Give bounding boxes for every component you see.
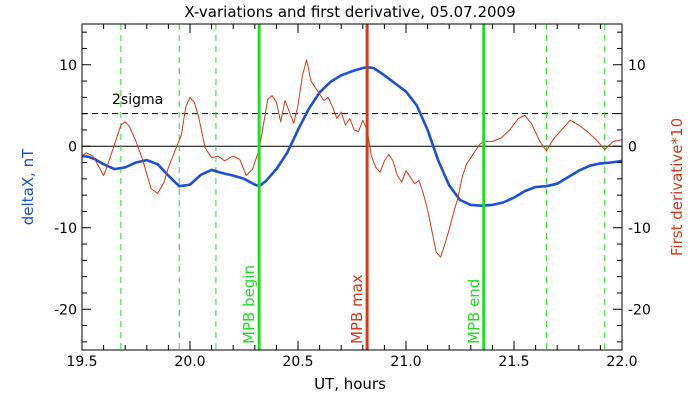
- y-tick-label-right: 10: [628, 58, 646, 74]
- x-tick-label: 22.0: [606, 354, 637, 370]
- plot-frame: [81, 23, 623, 351]
- axes: 19.5 20.0 20.5 21.0 21.5 22.0 10 10 0 0 -10 -10 -20 -…: [54, 24, 651, 370]
- mpb-max-label: MPB max: [348, 274, 366, 344]
- mpb-lines: MPB begin MPB max MPB end: [240, 24, 486, 350]
- series-layer: [82, 59, 622, 258]
- y-tick-label-left: -10: [54, 221, 77, 237]
- x-tick-label: 19.5: [66, 354, 97, 370]
- x-tick-label: 20.0: [174, 354, 205, 370]
- x-tick-label: 21.5: [498, 354, 529, 370]
- y-tick-label-left: 10: [59, 58, 77, 74]
- x-tick-label: 20.5: [282, 354, 313, 370]
- y-tick-label-left: -20: [54, 302, 77, 318]
- sigma-label: 2sigma: [112, 92, 163, 108]
- chart-title: X-variations and first derivative, 05.07…: [184, 3, 515, 21]
- series-line-derivative: [82, 59, 622, 258]
- mpb-begin-label: MPB begin: [240, 265, 258, 344]
- x-axis-label: UT, hours: [314, 375, 386, 393]
- x-tick-label: 21.0: [390, 354, 421, 370]
- y-tick-label-right: -20: [628, 302, 651, 318]
- mpb-end-label: MPB end: [465, 279, 483, 344]
- y-tick-label-right: 0: [628, 139, 637, 155]
- y-tick-label-right: -10: [628, 221, 651, 237]
- y-tick-label-left: 0: [68, 139, 77, 155]
- y-axis-label-right: First derivative*10: [668, 118, 686, 256]
- reference-lines: [82, 24, 622, 350]
- y-axis-label-left: deltaX, nT: [19, 148, 37, 225]
